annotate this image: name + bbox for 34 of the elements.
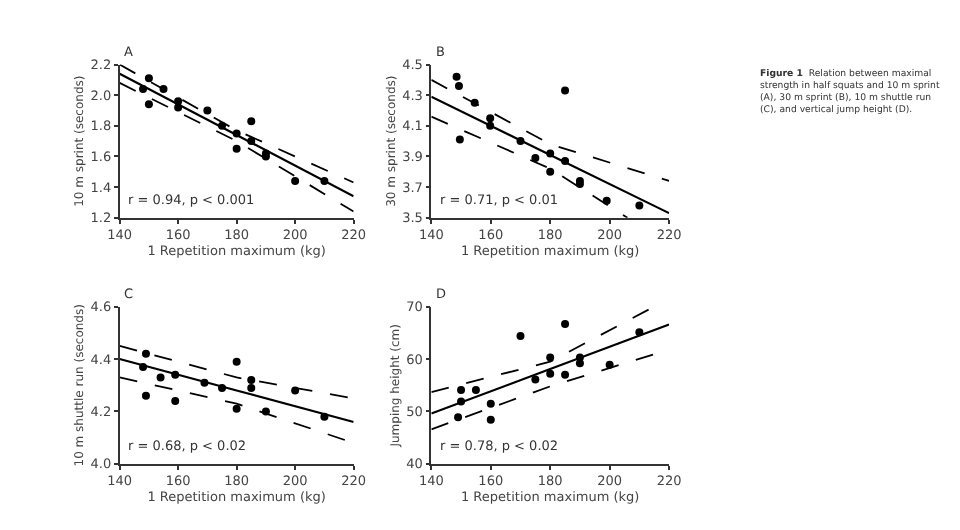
- point: [635, 201, 644, 210]
- point: [546, 353, 555, 362]
- point: [156, 373, 165, 382]
- point: [232, 357, 241, 366]
- point: [531, 375, 540, 384]
- point: [232, 404, 241, 413]
- point: [247, 376, 256, 385]
- point: [486, 114, 495, 123]
- point: [247, 383, 256, 392]
- point: [546, 167, 555, 176]
- point: [575, 359, 584, 368]
- point: [141, 391, 150, 400]
- point: [144, 100, 153, 109]
- point: [546, 369, 555, 378]
- point: [457, 385, 466, 394]
- point: [455, 135, 464, 144]
- point: [561, 319, 570, 328]
- point: [454, 81, 463, 90]
- point: [486, 399, 495, 408]
- point: [486, 415, 495, 424]
- point: [291, 176, 300, 185]
- point: [141, 349, 150, 358]
- point: [452, 72, 461, 81]
- point: [247, 117, 256, 126]
- point: [516, 331, 525, 340]
- point: [561, 86, 570, 95]
- point: [144, 74, 153, 83]
- point: [454, 413, 463, 422]
- point: [471, 385, 480, 394]
- point: [203, 106, 212, 115]
- point: [171, 397, 180, 406]
- point: [561, 370, 570, 379]
- point: [232, 144, 241, 153]
- point: [531, 153, 540, 162]
